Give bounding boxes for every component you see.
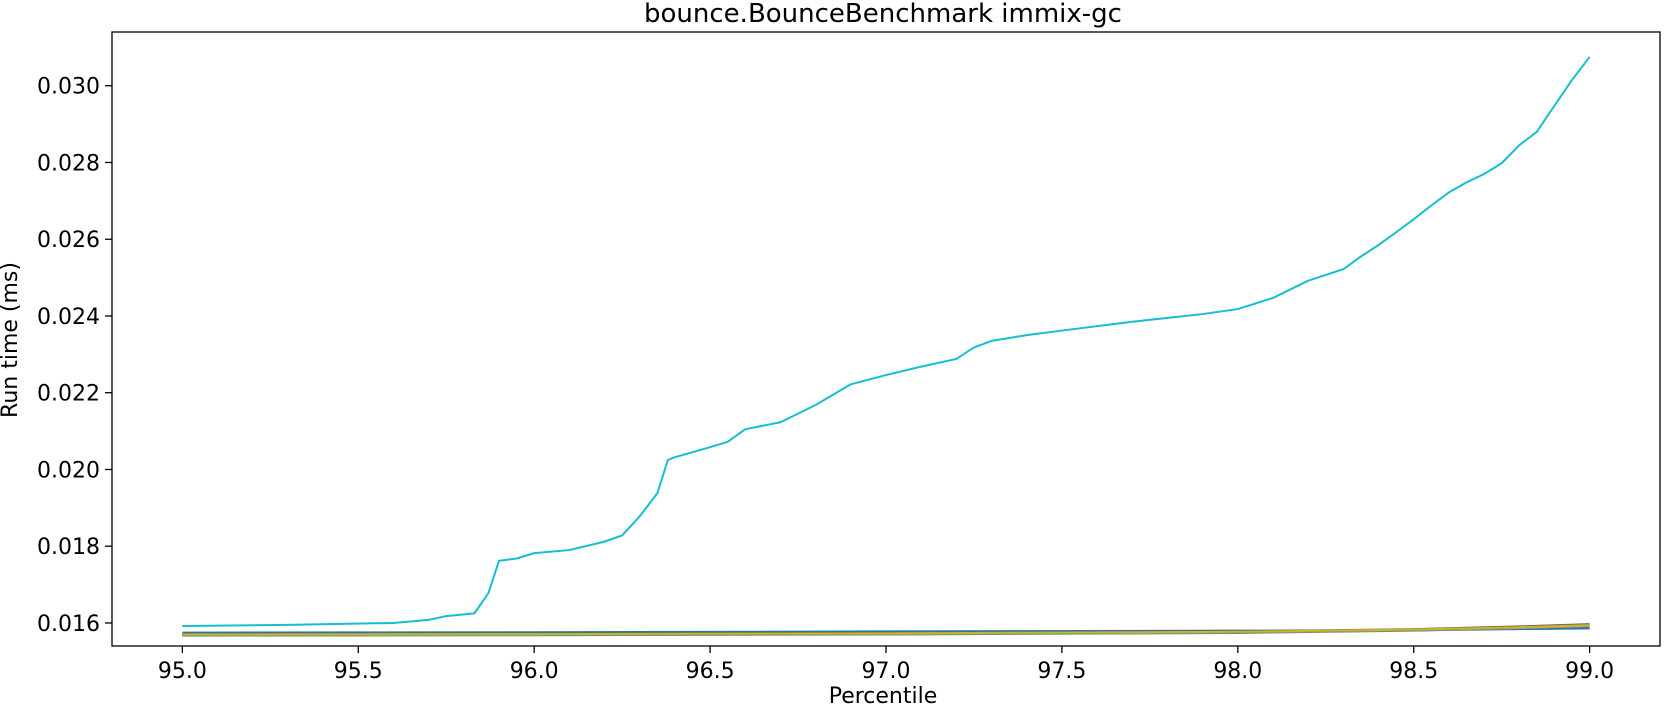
x-tick-label: 95.5 bbox=[334, 659, 383, 684]
y-axis-label: Run time (ms) bbox=[0, 262, 23, 418]
x-tick-label: 96.0 bbox=[510, 659, 559, 684]
x-tick-label: 96.5 bbox=[686, 659, 735, 684]
y-tick-label: 0.018 bbox=[37, 535, 100, 560]
x-axis: 95.0 95.5 96.0 96.5 97.0 97.5 98.0 98.5 99.0 bbox=[158, 646, 1614, 684]
series-line-9 bbox=[182, 624, 1590, 636]
chart-title: bounce.BounceBenchmark immix-gc bbox=[644, 0, 1122, 29]
x-tick-label: 98.0 bbox=[1213, 659, 1262, 684]
y-tick-label: 0.022 bbox=[37, 382, 100, 407]
x-tick-label: 98.5 bbox=[1389, 659, 1438, 684]
y-tick-label: 0.026 bbox=[37, 228, 100, 253]
x-tick-label: 97.5 bbox=[1037, 659, 1086, 684]
y-tick-label: 0.024 bbox=[37, 305, 100, 330]
x-tick-label: 99.0 bbox=[1565, 659, 1614, 684]
y-tick-label: 0.030 bbox=[37, 75, 100, 100]
series-layer bbox=[182, 56, 1591, 637]
y-axis: 0.016 0.018 0.020 0.022 0.024 0.026 0.028 0.030 bbox=[37, 75, 112, 637]
y-tick-label: 0.016 bbox=[37, 612, 100, 637]
series-line-10 bbox=[182, 56, 1591, 628]
x-axis-label: Percentile bbox=[829, 684, 938, 709]
y-tick-label: 0.020 bbox=[37, 458, 100, 483]
y-tick-label: 0.028 bbox=[37, 151, 100, 176]
x-tick-label: 97.0 bbox=[862, 659, 911, 684]
x-tick-label: 95.0 bbox=[158, 659, 207, 684]
